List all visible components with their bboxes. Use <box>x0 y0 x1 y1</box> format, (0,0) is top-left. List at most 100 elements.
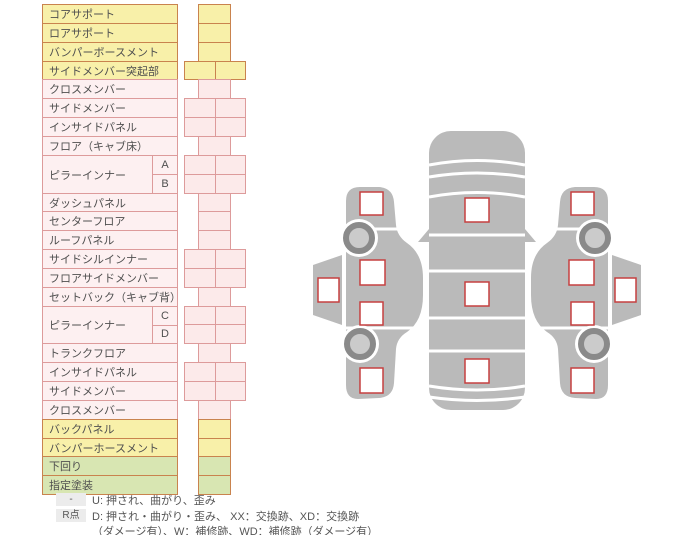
part-name: バンパーホースメント <box>49 442 159 455</box>
rear-wheel-left <box>344 328 376 360</box>
part-name: バックパネル <box>49 424 115 436</box>
cell-divider <box>215 118 216 136</box>
part-name: インサイドパネル <box>49 122 137 134</box>
row-label-box: クロスメンバー <box>42 79 178 99</box>
damage-marker-right-front-door <box>568 259 595 286</box>
car-body-side-left <box>346 187 423 399</box>
damage-marker-top-center-roof <box>464 281 490 307</box>
damage-mark-cell <box>184 98 246 118</box>
front-wheel-right <box>579 222 611 254</box>
legend-text-d: D: 押され・曲がり・歪み、 XX：交換跡、XD：交換跡 <box>92 511 360 523</box>
pillar-sub-label: D <box>153 324 177 344</box>
row-label-box: センターフロア <box>42 211 178 231</box>
damage-mark-cell <box>184 306 246 325</box>
damage-marker-left-roof-side <box>317 277 340 303</box>
damage-mark-cell <box>198 193 231 212</box>
damage-marker-top-trunk <box>464 358 490 384</box>
damage-marker-left-front-door <box>359 259 386 286</box>
damage-mark-cell <box>198 136 231 156</box>
part-name: サイドメンバー突起部 <box>49 65 159 78</box>
front-wheel-left <box>343 222 375 254</box>
row-label-box: 下回り <box>42 456 178 476</box>
damage-marker-top-windshield <box>464 197 490 223</box>
row-label-box: バックパネル <box>42 419 178 439</box>
part-name: ピラーインナー <box>49 320 126 332</box>
row-label-box: コアサポート <box>42 4 178 24</box>
damage-mark-cell <box>184 174 246 194</box>
car-body-side-right <box>531 187 608 399</box>
left-mirror-icon <box>418 229 429 242</box>
row-label-box: サイドメンバー <box>42 98 178 118</box>
cell-divider <box>215 382 216 400</box>
row-label-box: ピラーインナー A B <box>42 155 178 194</box>
damage-mark-cell <box>198 42 231 62</box>
legend-chip-r: R点 <box>56 509 86 522</box>
damage-mark-cell <box>198 475 231 495</box>
row-label-box: クロスメンバー <box>42 400 178 420</box>
part-name: サイドシルインナー <box>49 254 148 266</box>
row-label-box: フロア（キャブ床） <box>42 136 178 156</box>
legend-chip-u: - <box>56 493 86 506</box>
damage-mark-cell <box>198 4 231 24</box>
damage-mark-cell <box>184 362 246 382</box>
damage-marker-left-front-fender <box>359 191 384 216</box>
part-name: クロスメンバー <box>49 84 126 96</box>
row-label-box: ピラーインナー C D <box>42 306 178 344</box>
rear-wheel-right <box>578 328 610 360</box>
row-label-box: ダッシュパネル <box>42 193 178 212</box>
cell-divider <box>215 363 216 381</box>
pillar-sub-label: B <box>153 174 177 193</box>
damage-mark-cell <box>198 211 231 231</box>
car-damage-diagram <box>313 131 641 410</box>
cell-divider <box>215 99 216 117</box>
part-name: インサイドパネル <box>49 367 137 379</box>
row-label-box: サイドメンバー <box>42 381 178 401</box>
part-name: ピラーインナー <box>49 169 126 182</box>
damage-mark-cell <box>198 23 231 43</box>
damage-mark-cell <box>198 456 231 476</box>
cell-divider <box>215 269 216 287</box>
part-name: 指定塗装 <box>49 480 93 492</box>
cell-divider <box>215 325 216 343</box>
row-label-box: トランクフロア <box>42 343 178 363</box>
row-label-box: セットバック（キャブ背） <box>42 287 181 307</box>
part-name: センターフロア <box>49 216 126 228</box>
damage-mark-cell <box>198 287 231 307</box>
cell-divider <box>215 156 216 174</box>
part-name: クロスメンバー <box>49 405 126 417</box>
row-label-box: 指定塗装 <box>42 475 178 495</box>
damage-marker-right-front-fender <box>570 191 595 216</box>
row-label-box: フロアサイドメンバー <box>42 268 178 288</box>
panel-lines <box>428 159 526 402</box>
damage-mark-cell <box>184 155 246 175</box>
part-name: サイドメンバー <box>49 386 126 398</box>
damage-mark-cell <box>198 400 231 420</box>
cell-divider <box>215 307 216 324</box>
row-label-box: インサイドパネル <box>42 117 178 137</box>
damage-mark-cell <box>184 61 246 80</box>
damage-marker-right-rear-fender <box>570 367 595 394</box>
row-label-box: サイドメンバー突起部 <box>42 61 178 80</box>
damage-marker-right-roof-side <box>614 277 637 303</box>
cell-divider <box>215 175 216 193</box>
row-label-box: ロアサポート <box>42 23 178 43</box>
row-label-box: バンパーホースメント <box>42 438 178 457</box>
row-label-box: バンパーボースメント <box>42 42 178 62</box>
part-name: コアサポート <box>49 9 115 21</box>
legend-text-d2: （ダメージ有）、W：補修跡、WD：補修跡（ダメージ有） <box>92 526 379 535</box>
pillar-sub-label: A <box>161 159 169 171</box>
damage-marker-left-rear-door <box>359 301 384 326</box>
wheels-right <box>575 219 614 363</box>
row-label-box: サイドシルインナー <box>42 249 178 269</box>
part-name: ルーフパネル <box>49 235 115 247</box>
damage-mark-cell <box>184 249 246 269</box>
part-name: 下回り <box>49 461 82 473</box>
wheels-left <box>340 219 379 363</box>
damage-mark-cell <box>198 79 231 99</box>
pillar-sub-label: C <box>161 309 169 322</box>
part-name: フロア（キャブ床） <box>49 141 148 153</box>
part-name: サイドメンバー <box>49 103 126 115</box>
row-label-box: ルーフパネル <box>42 230 178 250</box>
right-side-view <box>531 187 641 399</box>
